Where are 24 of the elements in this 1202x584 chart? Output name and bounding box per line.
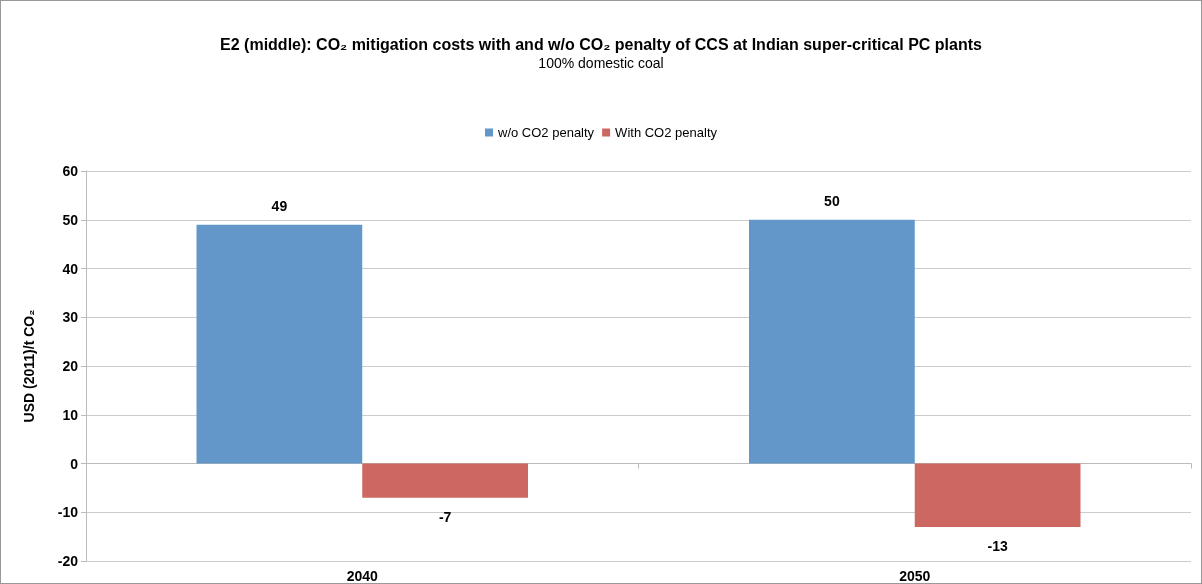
data-label: -7 bbox=[438, 508, 452, 525]
chart-title: E2 (middle): CO₂ mitigation costs with and w/o CO₂ penalty of CCS at Indian super-critical PC plants bbox=[220, 35, 983, 53]
y-tick-label: 60 bbox=[62, 163, 79, 179]
x-tick-label: 2050 bbox=[899, 568, 931, 584]
legend-label: With CO2 penalty bbox=[615, 125, 718, 140]
data-label: 50 bbox=[824, 192, 840, 209]
legend-label: w/o CO2 penalty bbox=[497, 125, 595, 140]
bar bbox=[196, 224, 363, 464]
y-tick-label: 40 bbox=[62, 260, 79, 277]
y-tick-label: -10 bbox=[57, 504, 79, 521]
y-tick-label: 30 bbox=[62, 309, 79, 326]
data-label: 49 bbox=[271, 197, 288, 214]
chart-subtitle: 100% domestic coal bbox=[538, 55, 664, 71]
y-tick-label: -20 bbox=[57, 553, 79, 569]
bar bbox=[914, 463, 1081, 527]
data-label: -13 bbox=[987, 537, 1008, 554]
y-tick-label: 20 bbox=[62, 358, 79, 374]
x-tick-label: 2040 bbox=[346, 568, 379, 584]
bar bbox=[362, 463, 528, 498]
y-axis-title: USD (2011)/t CO₂ bbox=[21, 309, 37, 423]
y-tick-label: 50 bbox=[62, 211, 79, 228]
y-tick-label: 0 bbox=[70, 455, 79, 472]
bar bbox=[749, 219, 915, 464]
y-tick-label: 10 bbox=[62, 406, 79, 423]
